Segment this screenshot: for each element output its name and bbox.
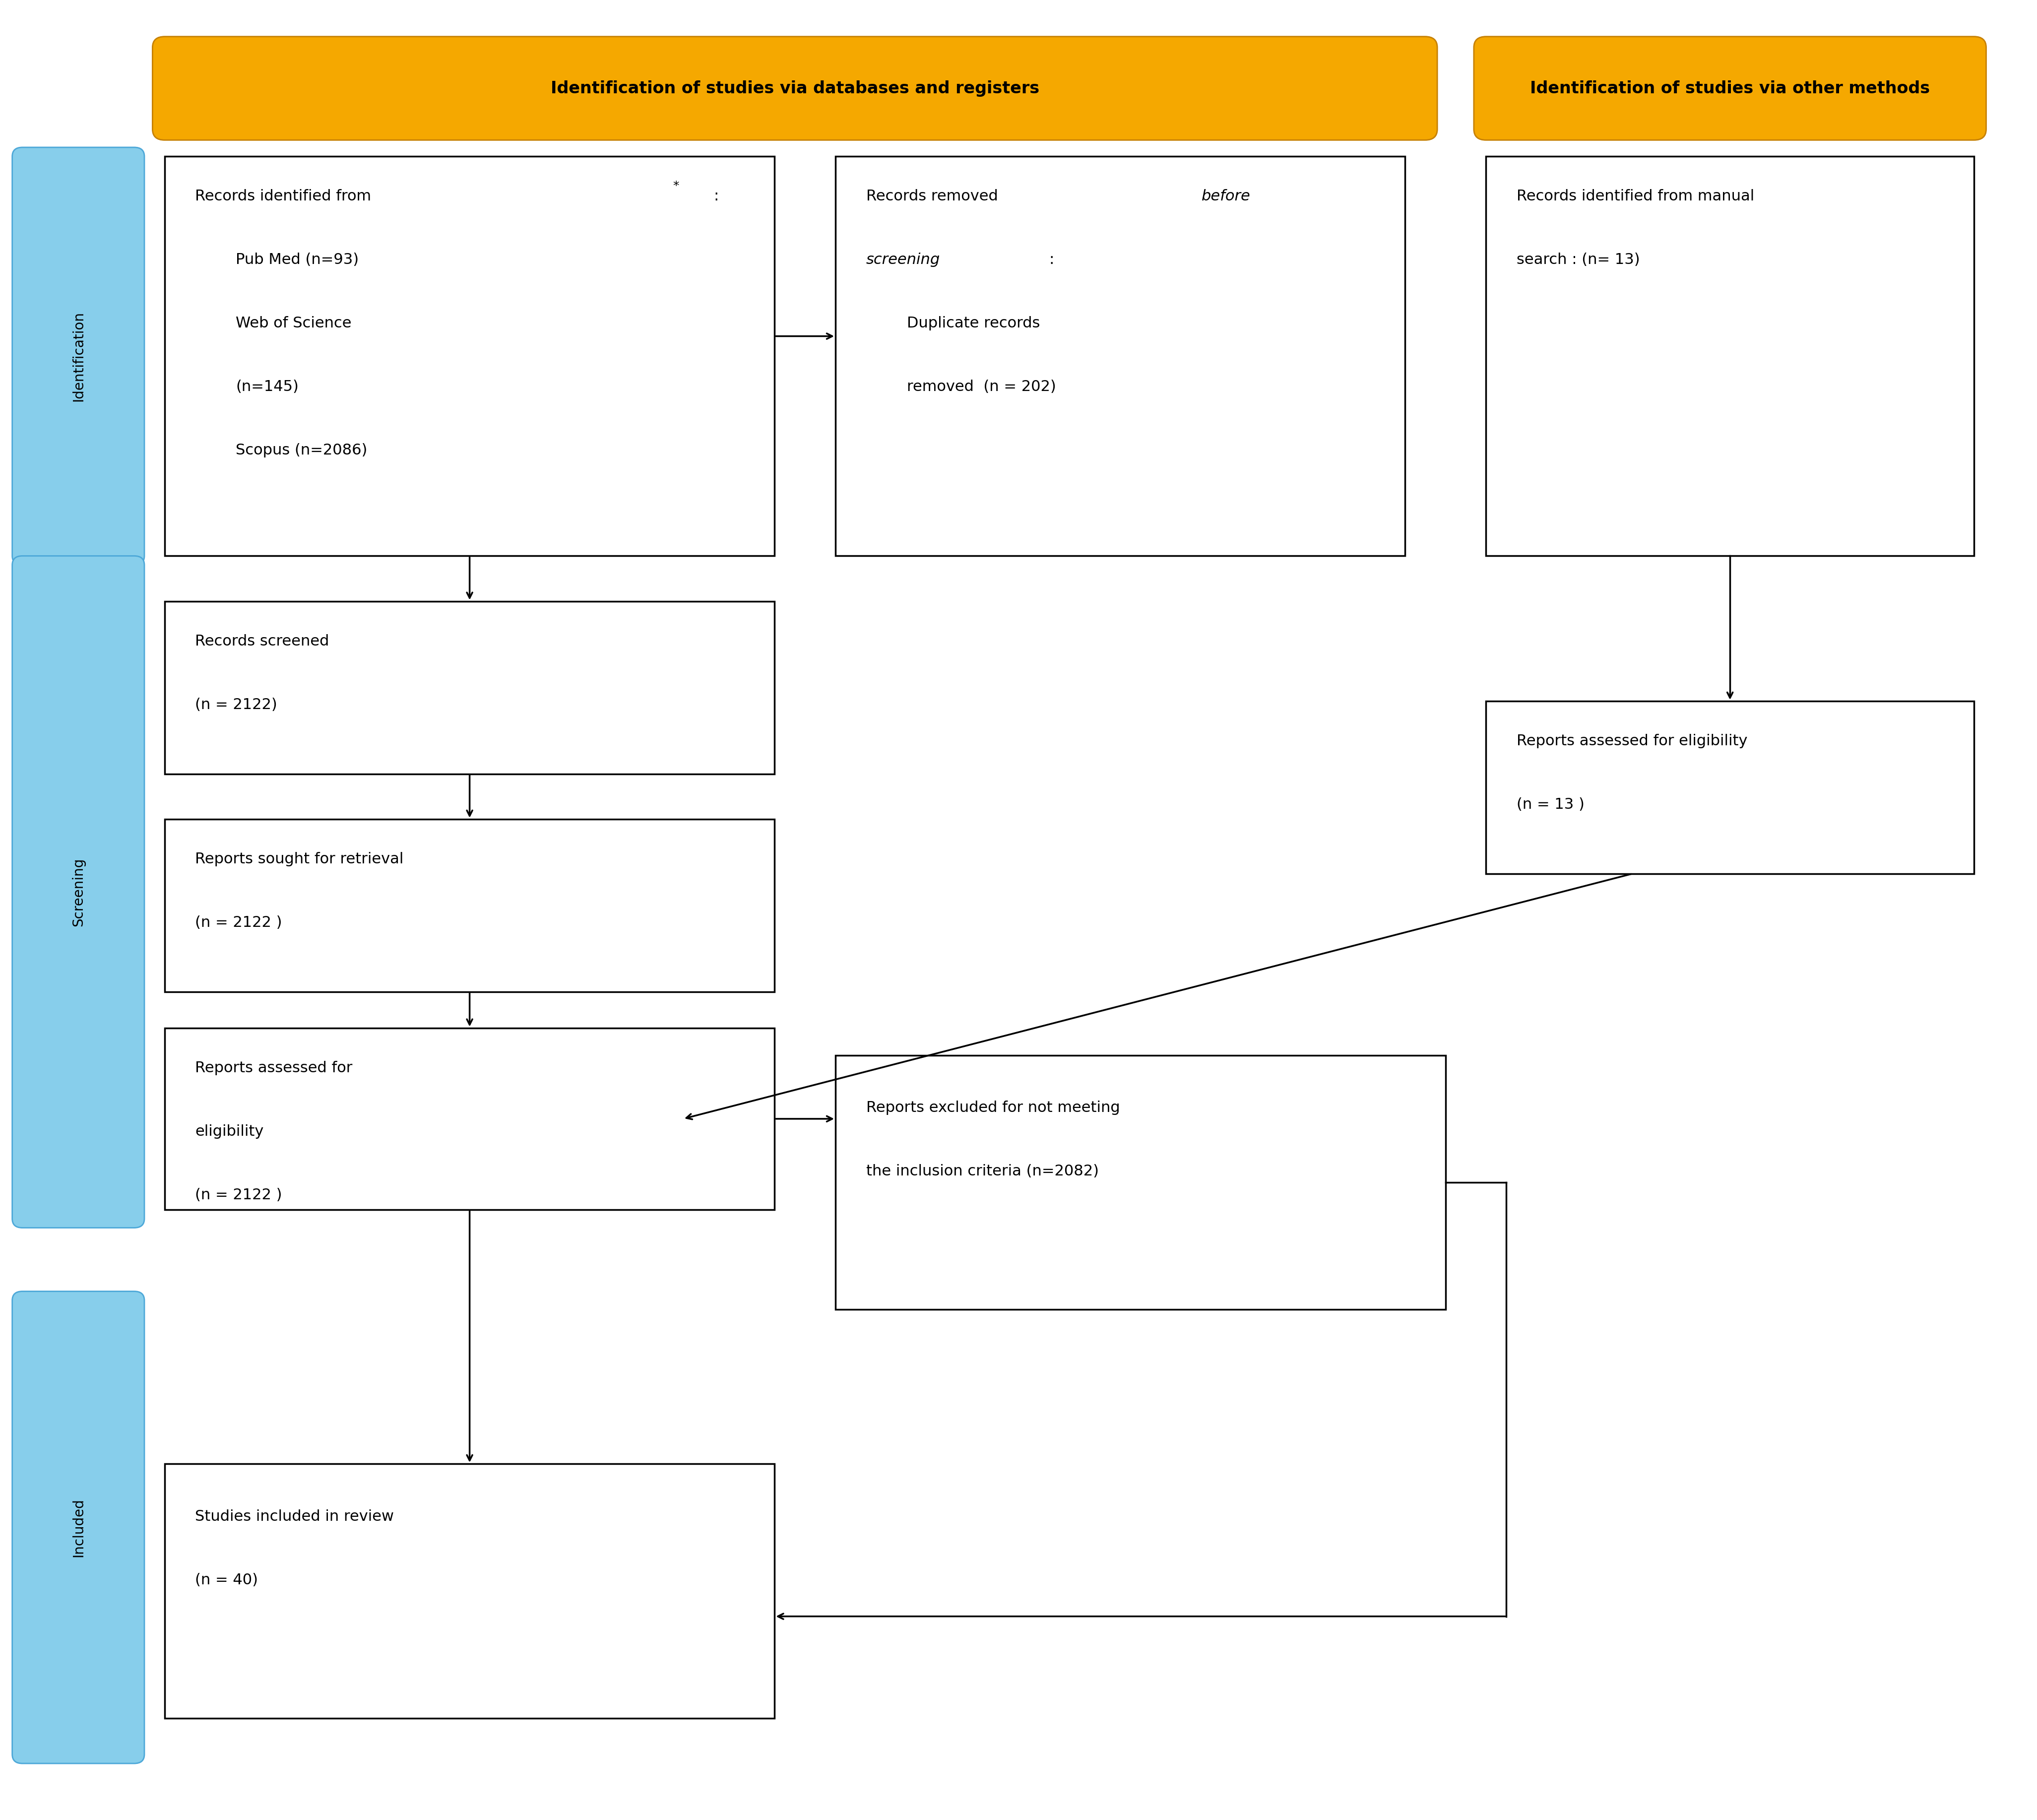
Text: the inclusion criteria (n=2082): the inclusion criteria (n=2082) bbox=[866, 1165, 1098, 1179]
Text: *: * bbox=[672, 180, 678, 191]
Text: Identification of studies via other methods: Identification of studies via other meth… bbox=[1530, 80, 1929, 96]
FancyBboxPatch shape bbox=[1475, 36, 1986, 140]
Bar bbox=[165, 157, 774, 555]
Text: Identification of studies via databases and registers: Identification of studies via databases … bbox=[550, 80, 1039, 96]
Text: :: : bbox=[713, 189, 719, 204]
Bar bbox=[835, 157, 1406, 555]
Bar bbox=[165, 1463, 774, 1718]
Text: Screening: Screening bbox=[71, 857, 86, 926]
Text: Included: Included bbox=[71, 1498, 86, 1556]
Text: screening: screening bbox=[866, 253, 941, 268]
Text: Identification: Identification bbox=[71, 311, 86, 402]
Text: Studies included in review: Studies included in review bbox=[196, 1509, 393, 1523]
Text: (n = 2122 ): (n = 2122 ) bbox=[196, 915, 283, 930]
Text: Reports assessed for: Reports assessed for bbox=[196, 1061, 352, 1076]
Text: Duplicate records: Duplicate records bbox=[906, 317, 1039, 331]
FancyBboxPatch shape bbox=[12, 555, 145, 1228]
Text: Records removed: Records removed bbox=[866, 189, 1002, 204]
Text: before: before bbox=[1202, 189, 1251, 204]
FancyBboxPatch shape bbox=[12, 147, 145, 564]
Text: :: : bbox=[1049, 253, 1053, 268]
Text: Records identified from manual: Records identified from manual bbox=[1518, 189, 1754, 204]
Text: Records identified from: Records identified from bbox=[196, 189, 371, 204]
Text: removed  (n = 202): removed (n = 202) bbox=[906, 380, 1055, 395]
Text: Reports assessed for eligibility: Reports assessed for eligibility bbox=[1518, 733, 1748, 748]
Text: (n=145): (n=145) bbox=[236, 380, 299, 395]
Text: (n = 40): (n = 40) bbox=[196, 1572, 259, 1587]
Text: Web of Science: Web of Science bbox=[236, 317, 352, 331]
Text: eligibility: eligibility bbox=[196, 1125, 265, 1139]
Text: search : (n= 13): search : (n= 13) bbox=[1518, 253, 1640, 268]
Text: Records screened: Records screened bbox=[196, 633, 330, 648]
Text: Pub Med (n=93): Pub Med (n=93) bbox=[236, 253, 359, 268]
Text: Scopus (n=2086): Scopus (n=2086) bbox=[236, 444, 367, 457]
Bar bbox=[835, 1056, 1446, 1310]
Text: (n = 2122): (n = 2122) bbox=[196, 697, 277, 712]
FancyBboxPatch shape bbox=[153, 36, 1438, 140]
Bar bbox=[1487, 157, 1974, 555]
Bar bbox=[165, 819, 774, 992]
Bar bbox=[1487, 701, 1974, 874]
Text: (n = 2122 ): (n = 2122 ) bbox=[196, 1188, 283, 1203]
Text: (n = 13 ): (n = 13 ) bbox=[1518, 797, 1585, 812]
Bar bbox=[165, 1028, 774, 1210]
Bar bbox=[165, 601, 774, 774]
FancyBboxPatch shape bbox=[12, 1292, 145, 1764]
Text: Reports sought for retrieval: Reports sought for retrieval bbox=[196, 852, 403, 866]
Text: Reports excluded for not meeting: Reports excluded for not meeting bbox=[866, 1101, 1120, 1116]
